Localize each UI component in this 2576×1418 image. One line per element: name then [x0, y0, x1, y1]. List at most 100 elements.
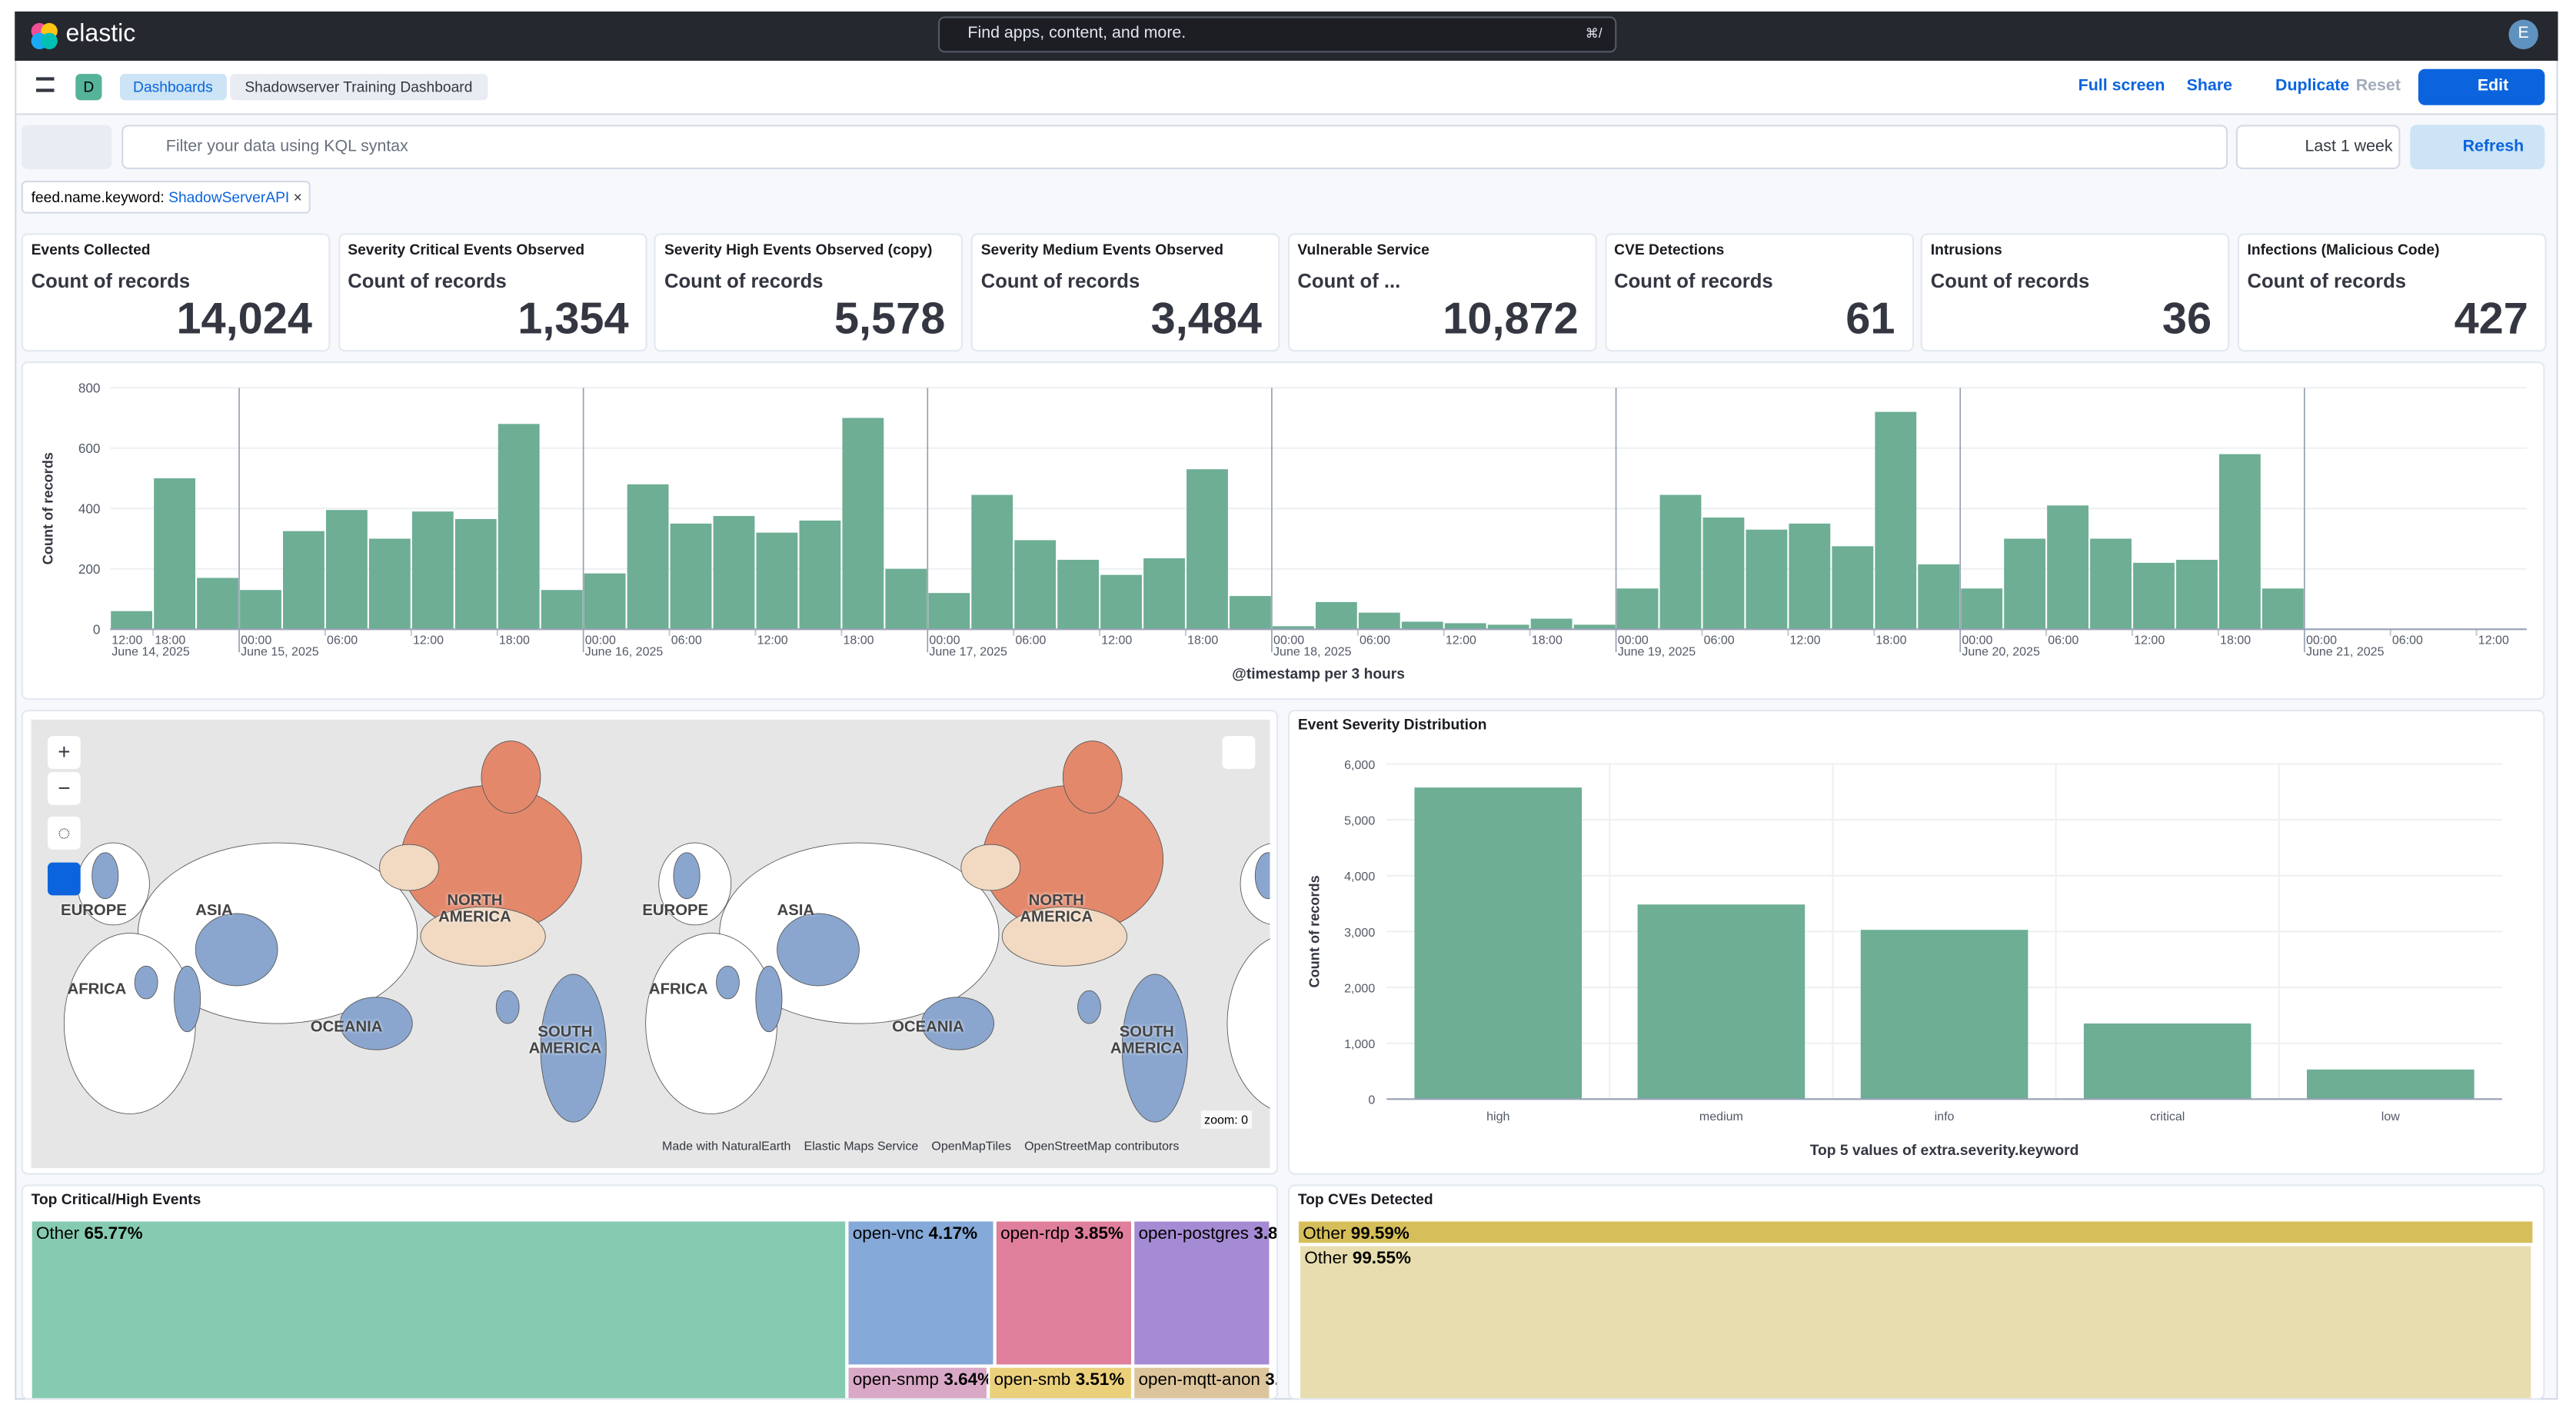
map-draw-tool[interactable] [47, 862, 81, 896]
map-attribution: Made with NaturalEarth Elastic Maps Servi… [662, 1139, 1192, 1153]
map-control[interactable]: + [47, 736, 81, 769]
metric-label: Count of ... [1297, 269, 1401, 293]
attribution-link[interactable]: OpenStreetMap contributors [1024, 1138, 1180, 1153]
x-tick-label: 18:00 [1875, 634, 1906, 647]
bar [1616, 588, 1659, 630]
attribution-link[interactable]: Elastic Maps Service [804, 1138, 919, 1153]
land [645, 933, 777, 1114]
bar [1746, 529, 1788, 630]
bar-chart: Event Severity Distribution 0 1,000 2,000 3,… [1298, 717, 2502, 1159]
metric-value: 5,578 [834, 294, 946, 344]
breadcrumb[interactable]: Dashboards [119, 74, 226, 101]
metric-panel: Intrusions Count of records 36 [1920, 233, 2230, 352]
bar [1918, 564, 1960, 630]
map-control[interactable]: ◌ [47, 816, 81, 850]
land [1121, 974, 1189, 1123]
bar [2090, 538, 2132, 630]
tile-name: open-snmp [853, 1370, 939, 1389]
action-button[interactable]: Share [2186, 77, 2233, 95]
attribution-link[interactable]: OpenMapTiles [931, 1138, 1011, 1153]
x-tick-label: 12:00 [2478, 634, 2509, 647]
treemap-tile [1298, 1244, 2533, 1399]
bar [368, 538, 411, 630]
action-button[interactable]: Duplicate [2275, 77, 2350, 95]
bar [2047, 505, 2088, 630]
map[interactable]: EUROPE ASIA AFRICA OCEANIA NORTH AMERICA SOUT… [31, 719, 1270, 1169]
global-search[interactable]: Find apps, content, and more. ⌘/ [937, 16, 1617, 53]
x-tick-label: 18:00 [1532, 634, 1563, 647]
bar [584, 573, 626, 630]
y-axis-title: Count of records [40, 452, 55, 564]
metric-panel: Severity High Events Observed (copy) Coun… [654, 233, 964, 352]
land [195, 913, 278, 987]
y-tick-label: 1,000 [1344, 1037, 1375, 1051]
edit-button[interactable]: Edit [2418, 68, 2545, 105]
land [719, 842, 1000, 1024]
x-tick-label: 18:00 [155, 634, 185, 647]
metric-title: Infections (Malicious Code) [2247, 241, 2440, 258]
date-picker[interactable]: Last 1 week [2235, 125, 2401, 170]
tile-value: 3.51% [1076, 1370, 1125, 1389]
x-tick-label: 00:00 [1618, 634, 1649, 647]
x-tick-label: 06:00 [327, 634, 358, 647]
attribution-link[interactable]: Made with NaturalEarth [662, 1138, 791, 1153]
action-button[interactable]: Full screen [2078, 77, 2165, 95]
metric-value: 3,484 [1150, 294, 1263, 344]
bar [885, 568, 927, 630]
query-input[interactable]: Filter your data using KQL syntax [121, 125, 2228, 170]
x-tick-label: 18:00 [2220, 634, 2251, 647]
query-menu[interactable] [21, 125, 112, 170]
continent-label: EUROPE [61, 901, 127, 920]
metric-label: Count of records [348, 269, 507, 293]
x-tick-label: 00:00 [1273, 634, 1304, 647]
chart-title: Event Severity Distribution [1298, 717, 1487, 734]
tile-name: Other [36, 1223, 80, 1243]
metric-title: Intrusions [1930, 241, 2002, 258]
map-zoom: zoom: 0 [1200, 1110, 1252, 1129]
x-tick-label: high [1486, 1110, 1509, 1123]
treemap-panel: Top CVEs Detected Other 99.59% Other 99.55% [1288, 1184, 2545, 1400]
treemap-tile [847, 1220, 995, 1366]
continent-label: NORTH AMERICA [438, 892, 511, 927]
continent-label: OCEANIA [892, 1018, 964, 1037]
bar [1230, 596, 1271, 630]
x-tick-label: 12:00 [1101, 634, 1132, 647]
y-tick-label: 5,000 [1344, 814, 1375, 828]
space-badge[interactable]: D [75, 74, 102, 101]
continent-label: EUROPE [642, 901, 709, 920]
x-tick-label: 18:00 [844, 634, 874, 647]
land [134, 965, 158, 1000]
avatar[interactable]: E [2508, 19, 2538, 50]
metric-value: 14,024 [176, 294, 312, 344]
land [755, 965, 783, 1033]
layer-toggle[interactable] [1222, 736, 1256, 769]
bar [1860, 930, 2029, 1100]
map-control[interactable]: − [47, 772, 81, 805]
filter-pill[interactable]: feed.name.keyword: ShadowServerAPI × [21, 181, 311, 214]
tile-value: 3.85% [1074, 1223, 1123, 1243]
logo-text: elastic [65, 19, 136, 48]
x-tick-label: info [1935, 1110, 1955, 1123]
refresh-button[interactable]: Refresh [2410, 125, 2545, 170]
action-button[interactable]: Reset [2355, 77, 2401, 95]
x-tick-label: 00:00 [1962, 634, 1992, 647]
bar [541, 590, 583, 630]
y-tick-label: 6,000 [1344, 758, 1375, 772]
menu-button[interactable] [36, 77, 55, 92]
y-axis-title: Count of records [1307, 875, 1323, 987]
bar [454, 518, 497, 630]
treemap-tile [847, 1366, 989, 1399]
bar-panel: Event Severity Distribution 0 1,000 2,000 3,… [1288, 709, 2545, 1175]
bar [2307, 1069, 2474, 1100]
bar [1401, 621, 1443, 630]
land [960, 844, 1021, 891]
bar [1414, 787, 1583, 1100]
histogram-panel: 0 200 400 600 800 12:00 June 14, 2025 18:00 00:0… [21, 361, 2545, 701]
x-tick-label: 12:00 [2134, 634, 2165, 647]
x-tick-label: 06:00 [1360, 634, 1390, 647]
bar [713, 516, 755, 630]
